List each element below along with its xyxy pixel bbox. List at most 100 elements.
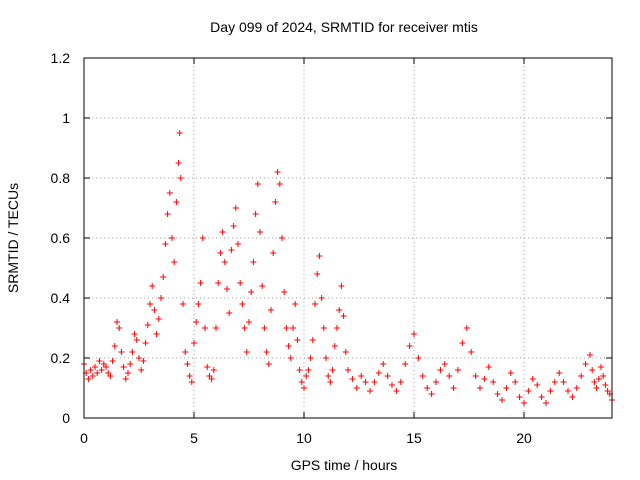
data-point — [538, 394, 545, 400]
data-point — [402, 361, 409, 367]
data-point — [199, 235, 206, 241]
data-point — [155, 316, 162, 322]
data-point — [573, 385, 580, 391]
data-point — [263, 349, 270, 355]
data-point — [450, 385, 457, 391]
data-point — [226, 310, 233, 316]
data-point — [213, 325, 219, 331]
data-point — [246, 319, 252, 325]
data-point — [380, 361, 387, 367]
data-point — [437, 367, 444, 373]
data-point — [314, 271, 321, 277]
data-point — [298, 379, 305, 385]
data-point — [565, 388, 571, 394]
data-point — [276, 181, 283, 187]
data-point — [151, 307, 158, 313]
data-point — [327, 379, 334, 385]
data-point — [107, 373, 114, 379]
data-point — [176, 130, 183, 136]
data-point — [254, 181, 261, 187]
y-tick-label: 0 — [62, 410, 70, 426]
data-point — [424, 385, 431, 391]
data-point — [525, 388, 532, 394]
data-point — [279, 235, 285, 241]
data-point — [485, 364, 492, 370]
data-point — [415, 355, 422, 361]
data-point — [259, 283, 266, 289]
data-point — [598, 364, 604, 370]
data-point — [136, 355, 142, 361]
data-point — [494, 391, 501, 397]
data-point — [338, 283, 345, 289]
data-point — [512, 379, 519, 385]
data-point — [261, 325, 268, 331]
data-point — [323, 355, 329, 361]
y-tick-label: 0.8 — [51, 170, 71, 186]
data-point — [162, 241, 169, 247]
data-point — [529, 376, 536, 382]
data-point — [147, 301, 153, 307]
data-point — [551, 379, 558, 385]
data-point — [89, 373, 96, 379]
data-point — [160, 274, 167, 280]
x-tick-label: 15 — [406, 430, 422, 446]
data-point — [455, 367, 461, 373]
data-point — [589, 367, 596, 373]
data-point — [428, 391, 435, 397]
data-point — [468, 349, 475, 355]
axis-tick-labels: 0 0.2 0.4 0.6 0.8 1 1.2 0 5 10 15 20 — [51, 50, 532, 446]
data-point — [371, 379, 378, 385]
data-point — [290, 325, 296, 331]
data-point — [595, 376, 602, 382]
data-point — [96, 358, 103, 364]
data-point — [587, 352, 593, 358]
data-point — [353, 385, 360, 391]
data-point — [228, 247, 235, 253]
data-point — [265, 361, 272, 367]
data-point — [490, 379, 497, 385]
data-point — [316, 253, 323, 259]
data-point — [367, 388, 373, 394]
data-point — [94, 370, 101, 376]
y-tick-label: 0.4 — [51, 290, 71, 306]
data-point — [309, 337, 316, 343]
x-tick-label: 0 — [80, 430, 88, 446]
data-point — [241, 325, 248, 331]
data-point — [272, 199, 279, 205]
data-point — [153, 331, 160, 337]
data-point — [257, 229, 263, 235]
data-point — [180, 301, 186, 307]
data-point — [318, 295, 325, 301]
data-point — [129, 349, 136, 355]
data-point — [158, 295, 164, 301]
data-point — [270, 250, 277, 256]
data-point — [175, 160, 182, 166]
data-point — [600, 373, 607, 379]
data-point — [303, 373, 310, 379]
data-point — [499, 397, 505, 403]
data-point — [219, 229, 226, 235]
data-point — [177, 175, 184, 181]
data-point — [193, 319, 200, 325]
data-point — [230, 223, 237, 229]
data-point — [340, 313, 347, 319]
data-point — [195, 301, 202, 307]
data-point — [243, 349, 250, 355]
data-point — [384, 373, 391, 379]
data-point — [362, 379, 369, 385]
data-point — [118, 349, 125, 355]
data-point — [140, 358, 147, 364]
data-point — [419, 373, 426, 379]
data-point — [560, 379, 567, 385]
data-point — [109, 358, 116, 364]
y-tick-label: 0.2 — [51, 350, 71, 366]
data-point — [221, 259, 228, 265]
data-point — [103, 364, 109, 370]
data-point — [312, 301, 318, 307]
data-point — [507, 370, 514, 376]
data-point — [397, 379, 404, 385]
data-point — [591, 379, 598, 385]
data-point — [569, 394, 576, 400]
data-point — [215, 280, 222, 286]
data-point — [274, 169, 281, 175]
